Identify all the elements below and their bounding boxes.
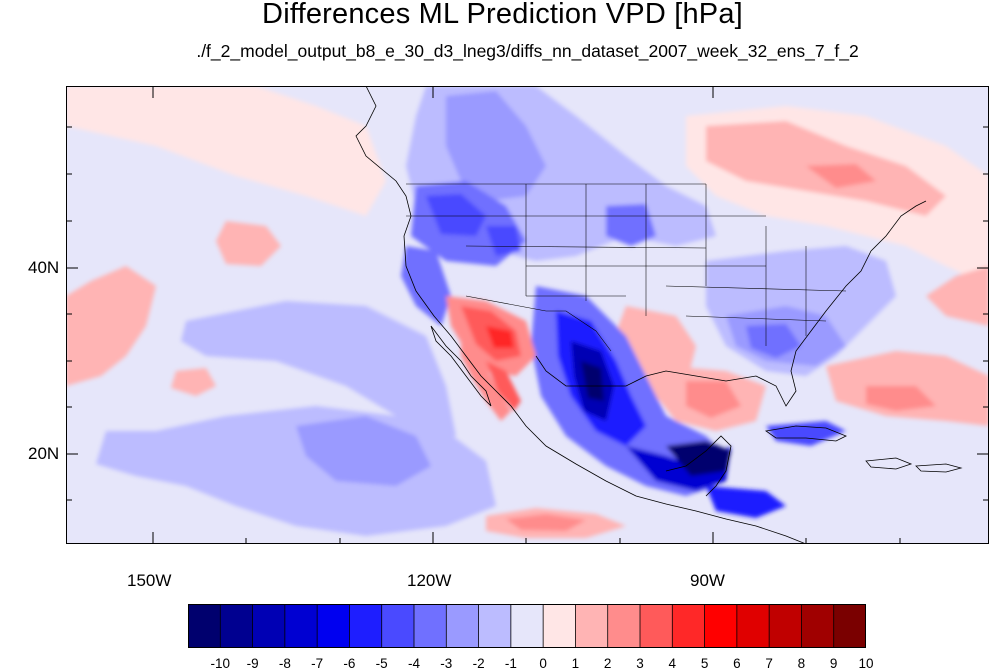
colorbar-swatch bbox=[672, 604, 705, 648]
colorbar-label: 5 bbox=[700, 656, 709, 671]
lat-label-20n: 20N bbox=[28, 444, 60, 463]
anomaly-fields bbox=[66, 86, 989, 538]
lat-label-40n: 40N bbox=[28, 258, 60, 277]
colorbar-label: -4 bbox=[407, 656, 421, 671]
map-subtitle: ./f_2_model_output_b8_e_30_d3_lneg3/diff… bbox=[196, 41, 859, 61]
colorbar-label: 1 bbox=[571, 656, 580, 671]
axis-ticks bbox=[66, 86, 989, 544]
lon-label-150w: 150W bbox=[127, 571, 172, 590]
colorbar-label: -6 bbox=[343, 656, 356, 671]
political-borders bbox=[406, 183, 847, 352]
colorbar-swatch bbox=[317, 604, 350, 648]
map-panel bbox=[66, 86, 989, 544]
colorbar-swatch bbox=[188, 604, 221, 648]
colorbar-label: -3 bbox=[440, 656, 453, 671]
colorbar-label: 10 bbox=[858, 656, 874, 671]
colorbar-label: -5 bbox=[375, 656, 388, 671]
colorbar-label: 7 bbox=[765, 656, 773, 671]
colorbar-swatch bbox=[381, 604, 415, 648]
colorbar-label: -8 bbox=[278, 656, 291, 671]
colorbar-swatch bbox=[252, 604, 286, 648]
lon-label-120w: 120W bbox=[407, 571, 452, 590]
colorbar bbox=[188, 604, 866, 648]
colorbar-label: 3 bbox=[636, 656, 644, 671]
colorbar-swatch bbox=[607, 604, 641, 648]
coastlines bbox=[355, 86, 963, 544]
colorbar-label: 4 bbox=[668, 656, 677, 671]
colorbar-swatches bbox=[188, 604, 866, 648]
colorbar-label: 2 bbox=[603, 656, 612, 671]
colorbar-swatch bbox=[801, 604, 835, 648]
colorbar-swatch bbox=[446, 604, 479, 648]
colorbar-label: -9 bbox=[246, 656, 259, 671]
colorbar-swatch bbox=[284, 604, 318, 648]
colorbar-swatch bbox=[543, 604, 576, 648]
colorbar-swatch bbox=[640, 604, 673, 648]
map-title: Differences ML Prediction VPD [hPa] bbox=[262, 0, 743, 30]
colorbar-swatch bbox=[478, 604, 512, 648]
colorbar-swatch bbox=[575, 604, 609, 648]
colorbar-label: 0 bbox=[539, 656, 547, 671]
colorbar-swatch bbox=[833, 604, 866, 648]
colorbar-swatch bbox=[769, 604, 802, 648]
colorbar-label: -7 bbox=[311, 656, 324, 671]
colorbar-label: 8 bbox=[797, 656, 806, 671]
colorbar-swatch bbox=[349, 604, 383, 648]
colorbar-label: -2 bbox=[472, 656, 485, 671]
colorbar-label: -10 bbox=[210, 656, 231, 671]
vpd-difference-map bbox=[66, 86, 989, 544]
colorbar-swatch bbox=[220, 604, 253, 648]
colorbar-swatch bbox=[704, 604, 738, 648]
colorbar-swatch bbox=[414, 604, 447, 648]
colorbar-label: 9 bbox=[829, 656, 838, 671]
colorbar-swatch bbox=[510, 604, 544, 648]
colorbar-label: 6 bbox=[733, 656, 741, 671]
colorbar-label: -1 bbox=[504, 656, 517, 671]
colorbar-swatch bbox=[736, 604, 770, 648]
lon-label-90w: 90W bbox=[690, 571, 725, 590]
